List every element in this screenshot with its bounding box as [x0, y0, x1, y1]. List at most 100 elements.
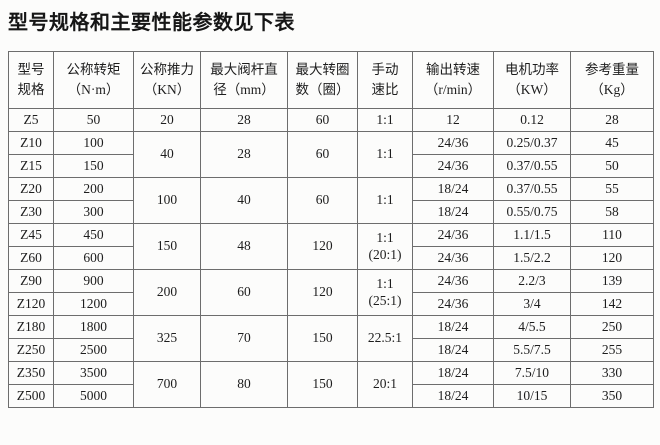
table-cell: 1:1 — [357, 131, 413, 178]
table-row: Z120 1200 24/36 3/4 142 — [8, 292, 654, 316]
table-cell: 330 — [570, 361, 654, 385]
table-cell: 3/4 — [493, 292, 571, 316]
table-cell: 1.5/2.2 — [493, 246, 571, 270]
spec-table: 型号 规格 公称转矩 （N·m） 公称推力 （KN） 最大阀杆直 径（mm） 最大转圈 … — [8, 51, 654, 408]
table-cell: 1800 — [53, 315, 134, 339]
column-header: 公称转矩 （N·m） — [53, 51, 134, 109]
table-cell: 255 — [570, 338, 654, 362]
table-cell: Z180 — [8, 315, 54, 339]
page-title: 型号规格和主要性能参数见下表 — [8, 12, 295, 34]
table-cell: 10/15 — [493, 384, 571, 408]
table-cell: 100 — [53, 131, 134, 155]
table-cell: Z45 — [8, 223, 54, 247]
table-cell: 18/24 — [412, 384, 494, 408]
table-cell: 18/24 — [412, 177, 494, 201]
table-cell: 7.5/10 — [493, 361, 571, 385]
table-cell: 12 — [412, 108, 494, 132]
table-cell: 5.5/7.5 — [493, 338, 571, 362]
table-cell: 28 — [200, 108, 288, 132]
table-cell: 450 — [53, 223, 134, 247]
table-cell: 900 — [53, 269, 134, 293]
column-header: 最大转圈 数（圈） — [287, 51, 358, 109]
table-cell: 1.1/1.5 — [493, 223, 571, 247]
table-row: Z30 300 18/24 0.55/0.75 58 — [8, 200, 654, 224]
table-cell: 45 — [570, 131, 654, 155]
table-cell: 1:1 (20:1) — [357, 223, 413, 270]
table-cell: 200 — [133, 269, 201, 316]
column-header: 手动 速比 — [357, 51, 413, 109]
column-header: 型号 规格 — [8, 51, 54, 109]
table-cell: 28 — [570, 108, 654, 132]
table-cell: 20 — [133, 108, 201, 132]
column-header: 公称推力 （KN） — [133, 51, 201, 109]
table-cell: 50 — [53, 108, 134, 132]
table-cell: 120 — [287, 269, 358, 316]
table-cell: Z15 — [8, 154, 54, 178]
table-cell: 100 — [133, 177, 201, 224]
table-cell: 18/24 — [412, 338, 494, 362]
table-cell: 1200 — [53, 292, 134, 316]
table-row: Z180 1800 325 70 150 22.5:1 18/24 4/5.5 250 — [8, 315, 654, 362]
table-row: Z60 600 24/36 1.5/2.2 120 — [8, 246, 654, 270]
table-cell: Z10 — [8, 131, 54, 155]
table-cell: 300 — [53, 200, 134, 224]
table-cell: 142 — [570, 292, 654, 316]
table-cell: 2.2/3 — [493, 269, 571, 293]
column-header: 参考重量 （Kg） — [570, 51, 654, 109]
table-cell: 1:1 (25:1) — [357, 269, 413, 316]
table-cell: 28 — [200, 131, 288, 178]
table-cell: 24/36 — [412, 131, 494, 155]
table-cell: 24/36 — [412, 269, 494, 293]
table-cell: 150 — [287, 315, 358, 362]
table-cell: Z350 — [8, 361, 54, 385]
table-cell: 22.5:1 — [357, 315, 413, 362]
spec-table-header: 型号 规格 公称转矩 （N·m） 公称推力 （KN） 最大阀杆直 径（mm） 最大转圈 … — [8, 51, 654, 109]
table-cell: Z60 — [8, 246, 54, 270]
table-cell: 250 — [570, 315, 654, 339]
table-cell: 700 — [133, 361, 201, 408]
table-cell: 110 — [570, 223, 654, 247]
table-cell: 1:1 — [357, 108, 413, 132]
table-cell: 2500 — [53, 338, 134, 362]
table-cell: 0.37/0.55 — [493, 177, 571, 201]
table-cell: Z500 — [8, 384, 54, 408]
table-cell: 325 — [133, 315, 201, 362]
table-row: Z20 200 100 40 60 1:1 18/24 0.37/0.55 55 — [8, 177, 654, 224]
table-cell: 58 — [570, 200, 654, 224]
table-cell: Z250 — [8, 338, 54, 362]
table-cell: 60 — [287, 108, 358, 132]
table-cell: 80 — [200, 361, 288, 408]
table-cell: 60 — [287, 177, 358, 224]
table-cell: 0.55/0.75 — [493, 200, 571, 224]
table-cell: 40 — [200, 177, 288, 224]
table-cell: 24/36 — [412, 223, 494, 247]
table-cell: 40 — [133, 131, 201, 178]
spec-table-body: Z5 50 20 28 60 1:1 12 0.12 28 Z10 100 40 28 60 1:1 24/3… — [8, 108, 654, 408]
table-row: Z90 900 200 60 120 1:1 (25:1) 24/36 2.2/3 139 — [8, 269, 654, 316]
table-cell: 50 — [570, 154, 654, 178]
table-cell: 24/36 — [412, 154, 494, 178]
table-cell: 5000 — [53, 384, 134, 408]
table-cell: 60 — [287, 131, 358, 178]
table-row: Z350 3500 700 80 150 20:1 18/24 7.5/10 330 — [8, 361, 654, 408]
table-cell: Z90 — [8, 269, 54, 293]
table-cell: 139 — [570, 269, 654, 293]
table-cell: 120 — [287, 223, 358, 270]
table-cell: 48 — [200, 223, 288, 270]
table-cell: 60 — [200, 269, 288, 316]
table-cell: 150 — [287, 361, 358, 408]
table-row: Z250 2500 18/24 5.5/7.5 255 — [8, 338, 654, 362]
table-cell: 0.37/0.55 — [493, 154, 571, 178]
header-row: 型号 规格 公称转矩 （N·m） 公称推力 （KN） 最大阀杆直 径（mm） 最大转圈 … — [8, 51, 654, 109]
table-cell: 0.12 — [493, 108, 571, 132]
table-row: Z10 100 40 28 60 1:1 24/36 0.25/0.37 45 — [8, 131, 654, 178]
table-row: Z5 50 20 28 60 1:1 12 0.12 28 — [8, 108, 654, 132]
column-header: 最大阀杆直 径（mm） — [200, 51, 288, 109]
table-cell: 4/5.5 — [493, 315, 571, 339]
table-cell: Z120 — [8, 292, 54, 316]
table-row: Z45 450 150 48 120 1:1 (20:1) 24/36 1.1/1.5 110 — [8, 223, 654, 270]
table-cell: 18/24 — [412, 361, 494, 385]
table-cell: Z30 — [8, 200, 54, 224]
table-cell: 150 — [133, 223, 201, 270]
table-row: Z15 150 24/36 0.37/0.55 50 — [8, 154, 654, 178]
